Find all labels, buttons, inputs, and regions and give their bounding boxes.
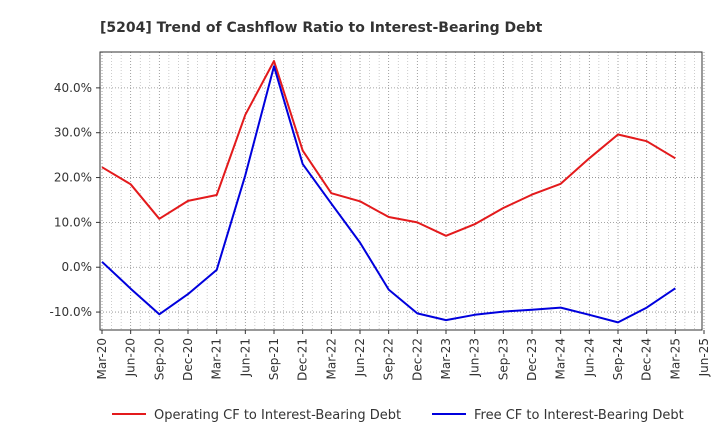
x-tick-label: Sep-22 bbox=[382, 338, 396, 380]
x-tick-label: Sep-20 bbox=[152, 338, 166, 380]
x-tick-label: Dec-23 bbox=[525, 338, 539, 381]
x-tick-label: Dec-21 bbox=[296, 338, 310, 381]
x-tick-label: Dec-22 bbox=[410, 338, 424, 381]
x-axis-ticks: Mar-20 Jun-20 Sep-20 Dec-20 Mar-21 Jun-21 Sep-… bbox=[95, 330, 711, 381]
x-tick-label: Jun-25 bbox=[697, 338, 711, 377]
x-tick-label: Mar-25 bbox=[668, 338, 682, 379]
x-tick-label: Sep-21 bbox=[267, 338, 281, 380]
x-tick-label: Sep-23 bbox=[496, 338, 510, 380]
x-tick-label: Jun-24 bbox=[582, 338, 596, 377]
x-tick-label: Jun-22 bbox=[353, 338, 367, 377]
series-lines bbox=[101, 60, 676, 324]
y-tick-label: -10.0% bbox=[50, 305, 92, 319]
plot-frame bbox=[99, 51, 703, 331]
y-tick-label: 40.0% bbox=[54, 81, 92, 95]
y-axis-ticks: -10.0% 0.0% 10.0% 20.0% 30.0% 40.0% bbox=[50, 81, 100, 319]
x-tick-label: Dec-24 bbox=[640, 338, 654, 381]
x-tick-label: Jun-20 bbox=[124, 338, 138, 377]
x-tick-label: Mar-23 bbox=[439, 338, 453, 379]
x-tick-label: Jun-21 bbox=[238, 338, 252, 377]
x-tick-label: Dec-20 bbox=[181, 338, 195, 381]
legend: Operating CF to Interest-Bearing Debt Fre… bbox=[112, 408, 684, 423]
y-tick-label: 20.0% bbox=[54, 171, 92, 185]
series-line-free-cf bbox=[101, 65, 676, 324]
y-tick-label: 10.0% bbox=[54, 215, 92, 229]
x-tick-label: Mar-22 bbox=[324, 338, 338, 379]
y-tick-label: 0.0% bbox=[62, 260, 93, 274]
legend-label: Operating CF to Interest-Bearing Debt bbox=[154, 408, 401, 423]
chart-title: [5204] Trend of Cashflow Ratio to Intere… bbox=[100, 20, 543, 36]
legend-label: Free CF to Interest-Bearing Debt bbox=[474, 408, 684, 423]
x-tick-label: Mar-21 bbox=[210, 338, 224, 379]
x-tick-label: Mar-24 bbox=[554, 338, 568, 379]
x-tick-label: Sep-24 bbox=[611, 338, 625, 380]
x-tick-label: Jun-23 bbox=[468, 338, 482, 377]
plot-area bbox=[100, 52, 702, 330]
y-tick-label: 30.0% bbox=[54, 126, 92, 140]
grid-lines bbox=[100, 52, 705, 330]
x-tick-label: Mar-20 bbox=[95, 338, 109, 379]
series-line-operating-cf bbox=[101, 60, 676, 237]
